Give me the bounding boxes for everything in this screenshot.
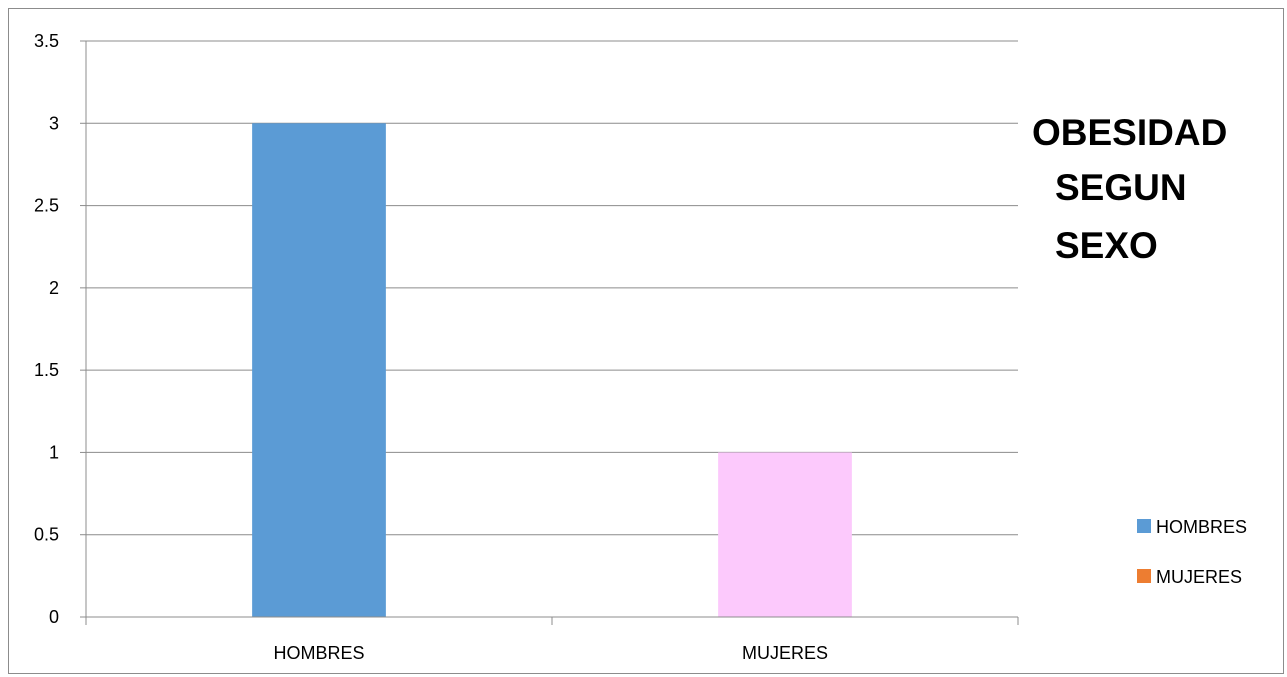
bar-mujeres	[718, 452, 852, 617]
axes	[86, 41, 1018, 617]
x-category-label: HOMBRES	[273, 643, 364, 663]
legend-swatch-mujeres	[1137, 569, 1151, 583]
legend-label-mujeres: MUJERES	[1156, 567, 1242, 587]
title-line-3: SEXO	[1055, 225, 1158, 266]
y-tick-label: 1.5	[34, 360, 59, 380]
y-tick-label: 0	[49, 607, 59, 627]
title-line-2: SEGUN	[1055, 167, 1187, 208]
legend: HOMBRES MUJERES	[1137, 517, 1247, 587]
gridlines	[80, 41, 1018, 625]
y-tick-labels: 0 0.5 1 1.5 2 2.5 3 3.5	[34, 31, 59, 627]
y-tick-label: 3.5	[34, 31, 59, 51]
bar-hombres	[252, 123, 386, 617]
y-tick-label: 1	[49, 442, 59, 462]
x-category-labels: HOMBRES MUJERES	[273, 643, 828, 663]
y-tick-label: 0.5	[34, 525, 59, 545]
chart-title: OBESIDAD SEGUN SEXO	[1032, 112, 1227, 266]
x-category-label: MUJERES	[742, 643, 828, 663]
y-tick-label: 3	[49, 113, 59, 133]
y-tick-label: 2.5	[34, 196, 59, 216]
legend-swatch-hombres	[1137, 519, 1151, 533]
y-tick-label: 2	[49, 278, 59, 298]
legend-label-hombres: HOMBRES	[1156, 517, 1247, 537]
title-line-1: OBESIDAD	[1032, 112, 1227, 153]
